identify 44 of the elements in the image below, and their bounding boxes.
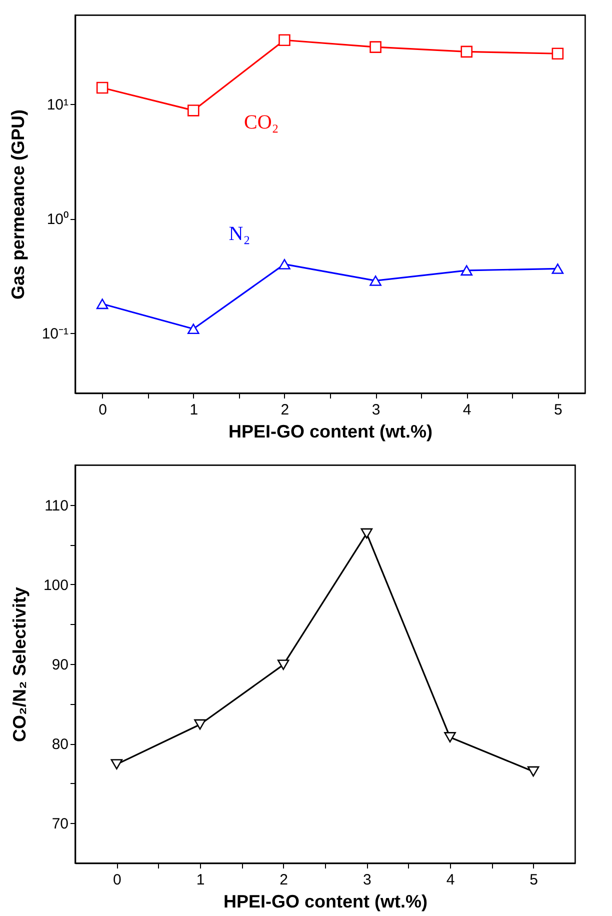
point	[360, 528, 373, 539]
y-tick-label: 10⁰	[46, 211, 68, 228]
x-tick-label: 5	[554, 402, 562, 418]
point	[110, 759, 123, 770]
x-tick-label: 1	[190, 402, 198, 418]
y-axis-title: CO₂/N₂ Selectivity	[9, 586, 30, 742]
x-tick-label: 3	[362, 872, 372, 888]
y-tick-label: 70	[52, 816, 68, 833]
y-tick-label: 100	[43, 576, 68, 594]
point	[552, 264, 564, 274]
y-axis-title: Gas permeance (GPU)	[8, 109, 28, 300]
point	[370, 41, 382, 53]
y-tick-label: 10¹	[46, 96, 68, 114]
y-tick-label: 10⁻¹	[42, 326, 68, 343]
point	[96, 82, 108, 94]
point	[444, 732, 456, 742]
point	[527, 766, 540, 777]
x-tick-label: 3	[372, 402, 380, 418]
point	[194, 719, 206, 730]
y-tick-label: 80	[52, 736, 68, 754]
x-tick-label: 4	[462, 402, 472, 418]
y-tick-label: 90	[52, 656, 68, 674]
point	[370, 276, 382, 286]
x-tick-label: 2	[280, 402, 290, 418]
x-tick-label: 1	[196, 872, 205, 888]
point	[552, 48, 564, 60]
x-tick-label: 4	[446, 872, 455, 888]
point	[278, 258, 290, 270]
x-tick-label: 2	[280, 872, 288, 888]
series-label: CO₂	[244, 111, 279, 134]
point	[277, 660, 290, 670]
x-axis-title: HPEI-GO content (wt.%)	[228, 422, 432, 442]
point	[188, 104, 200, 116]
x-tick-label: 0	[112, 872, 122, 888]
x-tick-label: 5	[530, 872, 538, 888]
x-axis-title: HPEI-GO content (wt.%)	[224, 892, 428, 912]
point	[278, 34, 290, 46]
point	[96, 298, 108, 310]
point	[460, 46, 472, 58]
x-tick-label: 0	[98, 402, 107, 418]
point	[460, 265, 472, 276]
point	[188, 324, 200, 334]
y-tick-label: 110	[44, 497, 68, 514]
series-label: N₂	[228, 223, 250, 246]
